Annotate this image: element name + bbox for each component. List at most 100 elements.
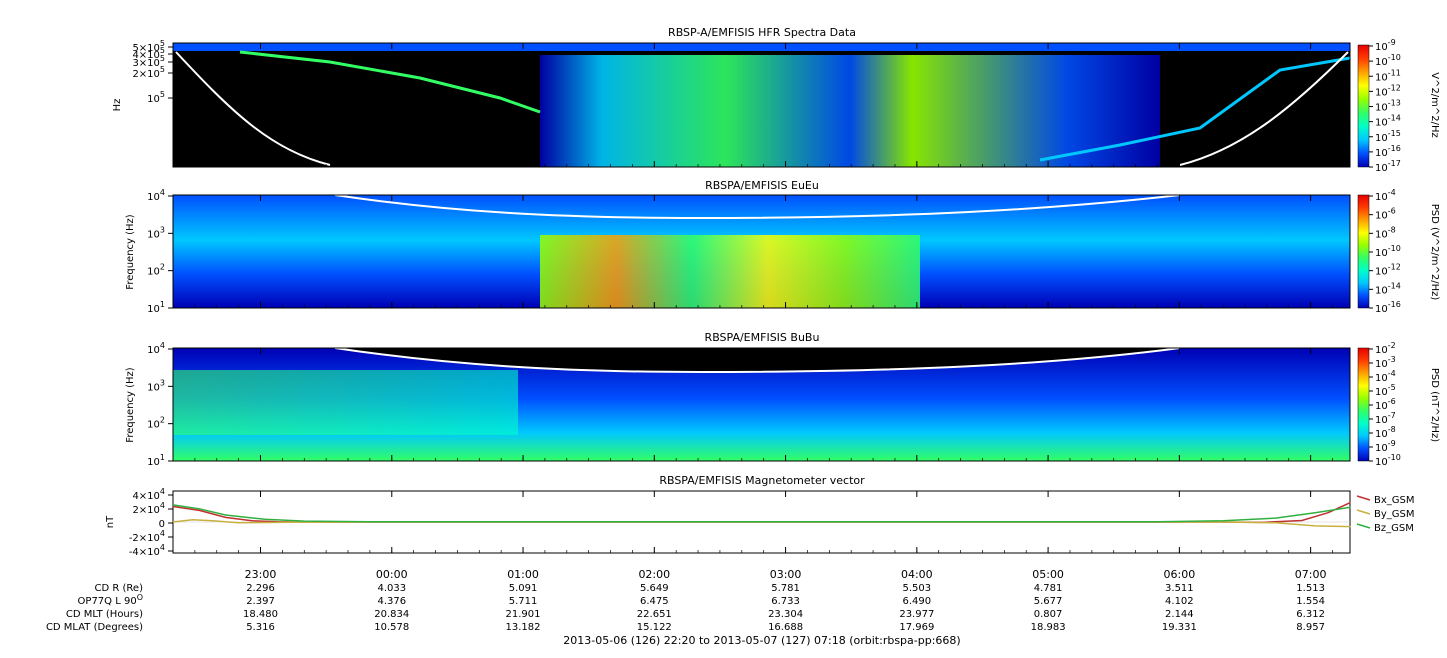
hfr-band [173,43,1350,51]
legend-swatch [1356,495,1371,501]
hfr-activity [540,55,1160,167]
ephemeris-value: 4.033 [377,583,406,594]
ephemeris-value: 16.688 [768,622,803,633]
eueu-colorbar-strip [1357,194,1370,309]
eueu-overlay-line [334,194,1181,220]
hfr-overlay-line [175,51,1349,166]
ephemeris-row-label: CD MLT (Hours) [66,609,143,620]
ephemeris-table: CD R (Re) 2.296 4.033 5.091 5.649 5.781 5.503 4… [46,583,1325,633]
eueu-y-tick-label: 102 [147,263,165,278]
eueu-frame [172,194,1351,309]
eueu-colorbar: 10-4 10-6 10-8 10-10 10-12 10-14 10-16 PSD (V^… [1357,188,1440,315]
hfr-y-tick-label: 3×105 [132,54,165,69]
hfr-colorbar-strip [1357,44,1370,168]
bubu-cb-label: 10-8 [1375,425,1396,440]
ephemeris-value: 10.578 [374,622,409,633]
time-tick-label: 23:00 [245,568,277,581]
mag-series-By_GSM [172,518,1351,528]
eueu-cb-label: 10-8 [1375,225,1396,240]
ephemeris-value: 1.513 [1296,583,1325,594]
mag-y-tick-label: 2×104 [132,501,165,516]
hfr-emission-line-late [1039,56,1351,162]
hfr-colorbar-ticks: 10-910-1010-1110-1210-1310-1410-1510-161… [1369,38,1401,174]
mag-y-tick-label: 0 [159,519,165,530]
eueu-spectrogram [172,194,1351,309]
bubu-ylabel: Frequency (Hz) [125,367,136,443]
bubu-spectrogram [172,347,1351,462]
eueu-y-tick-label: 101 [147,300,165,315]
time-axis-labels: 23:00 00:00 01:00 02:00 03:00 04:00 05:00 06:00… [245,568,1327,581]
ephemeris-value: 5.316 [246,622,275,633]
mag-y-tick-label: -2×104 [129,529,165,544]
panel-4-title: RBSPA/EMFISIS Magnetometer vector [659,474,865,487]
panel-3-title: RBSPA/EMFISIS BuBu [705,331,820,344]
hfr-cb-label: 10-15 [1375,129,1401,144]
ephemeris-value: 17.969 [899,622,934,633]
bubu-cb-label: 10-6 [1375,397,1396,412]
ephemeris-row-label: OP77Q L 90O [78,593,143,607]
bubu-colorbar-strip [1357,347,1370,462]
ephemeris-value: 19.331 [1162,622,1197,633]
time-tick-label: 07:00 [1295,568,1327,581]
bubu-colorbar-label: PSD (nT^2/Hz) [1429,368,1440,442]
hfr-cb-label: 10-13 [1375,99,1401,114]
legend-label: Bz_GSM [1374,523,1414,534]
bubu-colorbar: 10-210-310-410-510-610-710-810-910-10 PS… [1357,341,1440,468]
hfr-cb-label: 10-9 [1375,38,1396,53]
legend-label: By_GSM [1374,509,1415,520]
hfr-y-tick-label: 2×105 [132,65,165,80]
time-tick-label: 03:00 [770,568,802,581]
ephemeris-value: 6.312 [1296,609,1325,620]
bubu-y-tick-label: 104 [147,341,165,356]
hfr-y-tick-label: 4×105 [132,46,165,61]
mag-series-Bz_GSM [172,504,1351,523]
eueu-y-tick-label: 103 [147,225,165,240]
hfr-colorbar-label: V^2/m^2/Hz [1429,72,1440,138]
hfr-cb-label: 10-10 [1375,53,1401,68]
ephemeris-value: 6.475 [640,596,669,607]
ephemeris-value: 5.677 [1034,596,1063,607]
ephemeris-value: 8.957 [1296,622,1325,633]
hfr-emission-line [239,50,541,114]
bubu-cb-label: 10-5 [1375,383,1396,398]
ephemeris-value: 5.781 [771,583,800,594]
time-tick-label: 06:00 [1164,568,1196,581]
eueu-cb-label: 10-16 [1375,300,1401,315]
time-tick-label: 00:00 [376,568,408,581]
eueu-colorbar-ticks: 10-4 10-6 10-8 10-10 10-12 10-14 10-16 [1369,188,1401,315]
eueu-cb-label: 10-4 [1375,188,1396,203]
bubu-frame [172,347,1351,462]
mag-y-tick-label: -4×104 [129,543,165,558]
time-tick-label: 05:00 [1032,568,1064,581]
ephemeris-row-label: CD MLAT (Degrees) [46,622,143,633]
hfr-cb-label: 10-16 [1375,144,1401,159]
ephemeris-value: 18.480 [243,609,278,620]
bubu-cb-label: 10-2 [1375,341,1396,356]
ephemeris-value: 5.711 [509,596,538,607]
hfr-y-tick-label: 5×105 [132,39,165,54]
ephemeris-value: 13.182 [506,622,541,633]
hfr-ylabel: Hz [112,99,123,112]
time-tick-label: 04:00 [901,568,933,581]
ephemeris-value: 2.296 [246,583,275,594]
eueu-y-ticks: 104 103 102 101 [147,188,173,315]
hfr-cb-label: 10-11 [1375,68,1401,83]
bubu-cb-label: 10-9 [1375,439,1396,454]
ephemeris-value: 18.983 [1031,622,1066,633]
hfr-frame [172,42,1351,168]
ephemeris-value: 4.376 [377,596,406,607]
eueu-y-tick-label: 104 [147,188,165,203]
ephemeris-value: 6.490 [903,596,932,607]
time-tick-label: 02:00 [638,568,670,581]
ephemeris-value: 2.397 [246,596,275,607]
ephemeris-value: 21.901 [506,609,541,620]
bubu-cb-label: 10-10 [1375,453,1401,468]
ephemeris-value: 22.651 [637,609,672,620]
ephemeris-value: 5.649 [640,583,669,594]
bubu-cb-label: 10-4 [1375,369,1396,384]
mag-y-tick-label: 4×104 [132,487,165,502]
eueu-activity [540,235,920,308]
time-axis-ticks [172,43,1333,553]
